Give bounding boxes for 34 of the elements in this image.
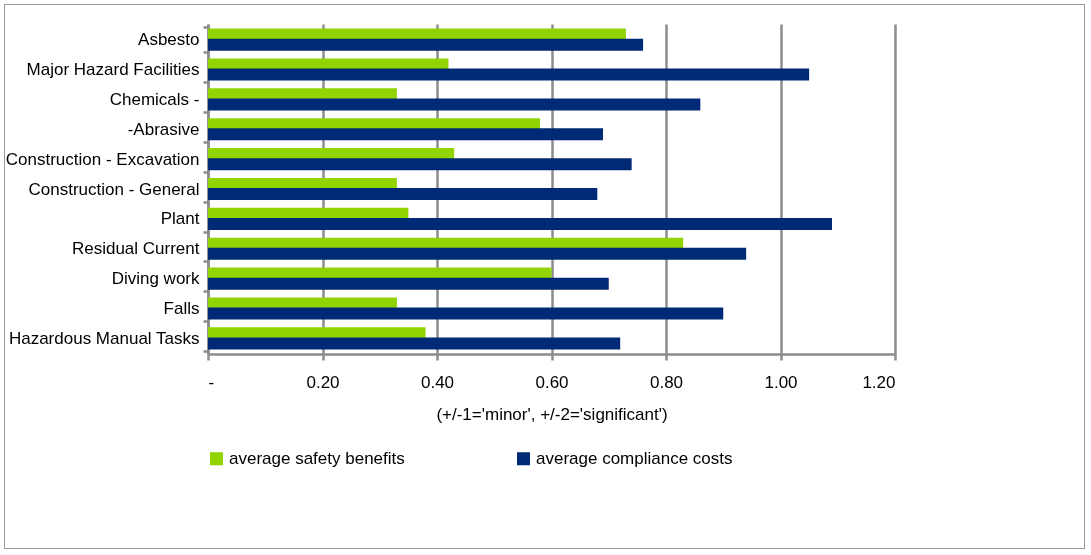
y-tick-label: Chemicals - (109, 89, 200, 109)
bar (208, 247, 747, 260)
y-tick-label: Construction - General (28, 179, 200, 199)
bar (208, 68, 810, 81)
x-tick-label: 1.00 (764, 372, 798, 392)
y-tick-label: Hazardous Manual Tasks (8, 328, 200, 348)
y-tick-label: Asbesto (138, 30, 200, 50)
x-tick-label: - (208, 372, 215, 392)
bar (208, 58, 449, 71)
bar (208, 277, 609, 290)
bar (208, 98, 701, 111)
bar (208, 158, 632, 171)
bar (208, 128, 604, 141)
legend-label: average safety benefits (229, 448, 405, 468)
y-tick-label: Plant (160, 209, 200, 229)
bar (208, 217, 833, 230)
bar (208, 307, 724, 320)
bar (208, 188, 598, 201)
x-axis-title: (+/-1='minor', +/-2='significant') (436, 404, 668, 424)
y-tick-label: Diving work (111, 269, 200, 289)
y-tick-label: -Abrasive (127, 119, 200, 139)
y-tick-label: Residual Current (71, 239, 200, 259)
x-tick-label: 0.80 (649, 372, 684, 392)
x-tick-label: 0.20 (306, 372, 340, 392)
x-tick-label: 0.40 (420, 372, 455, 392)
x-tick-label: 0.60 (535, 372, 569, 392)
y-tick-label: Falls (163, 298, 200, 318)
bar (208, 38, 644, 51)
legend-label: average compliance costs (536, 448, 733, 468)
y-tick-label: Major Hazard Facilities (26, 60, 200, 80)
bar (208, 297, 397, 310)
y-tick-label: Construction - Excavation (5, 149, 200, 169)
bar (208, 337, 621, 350)
x-tick-label: 1.20 (862, 372, 896, 392)
